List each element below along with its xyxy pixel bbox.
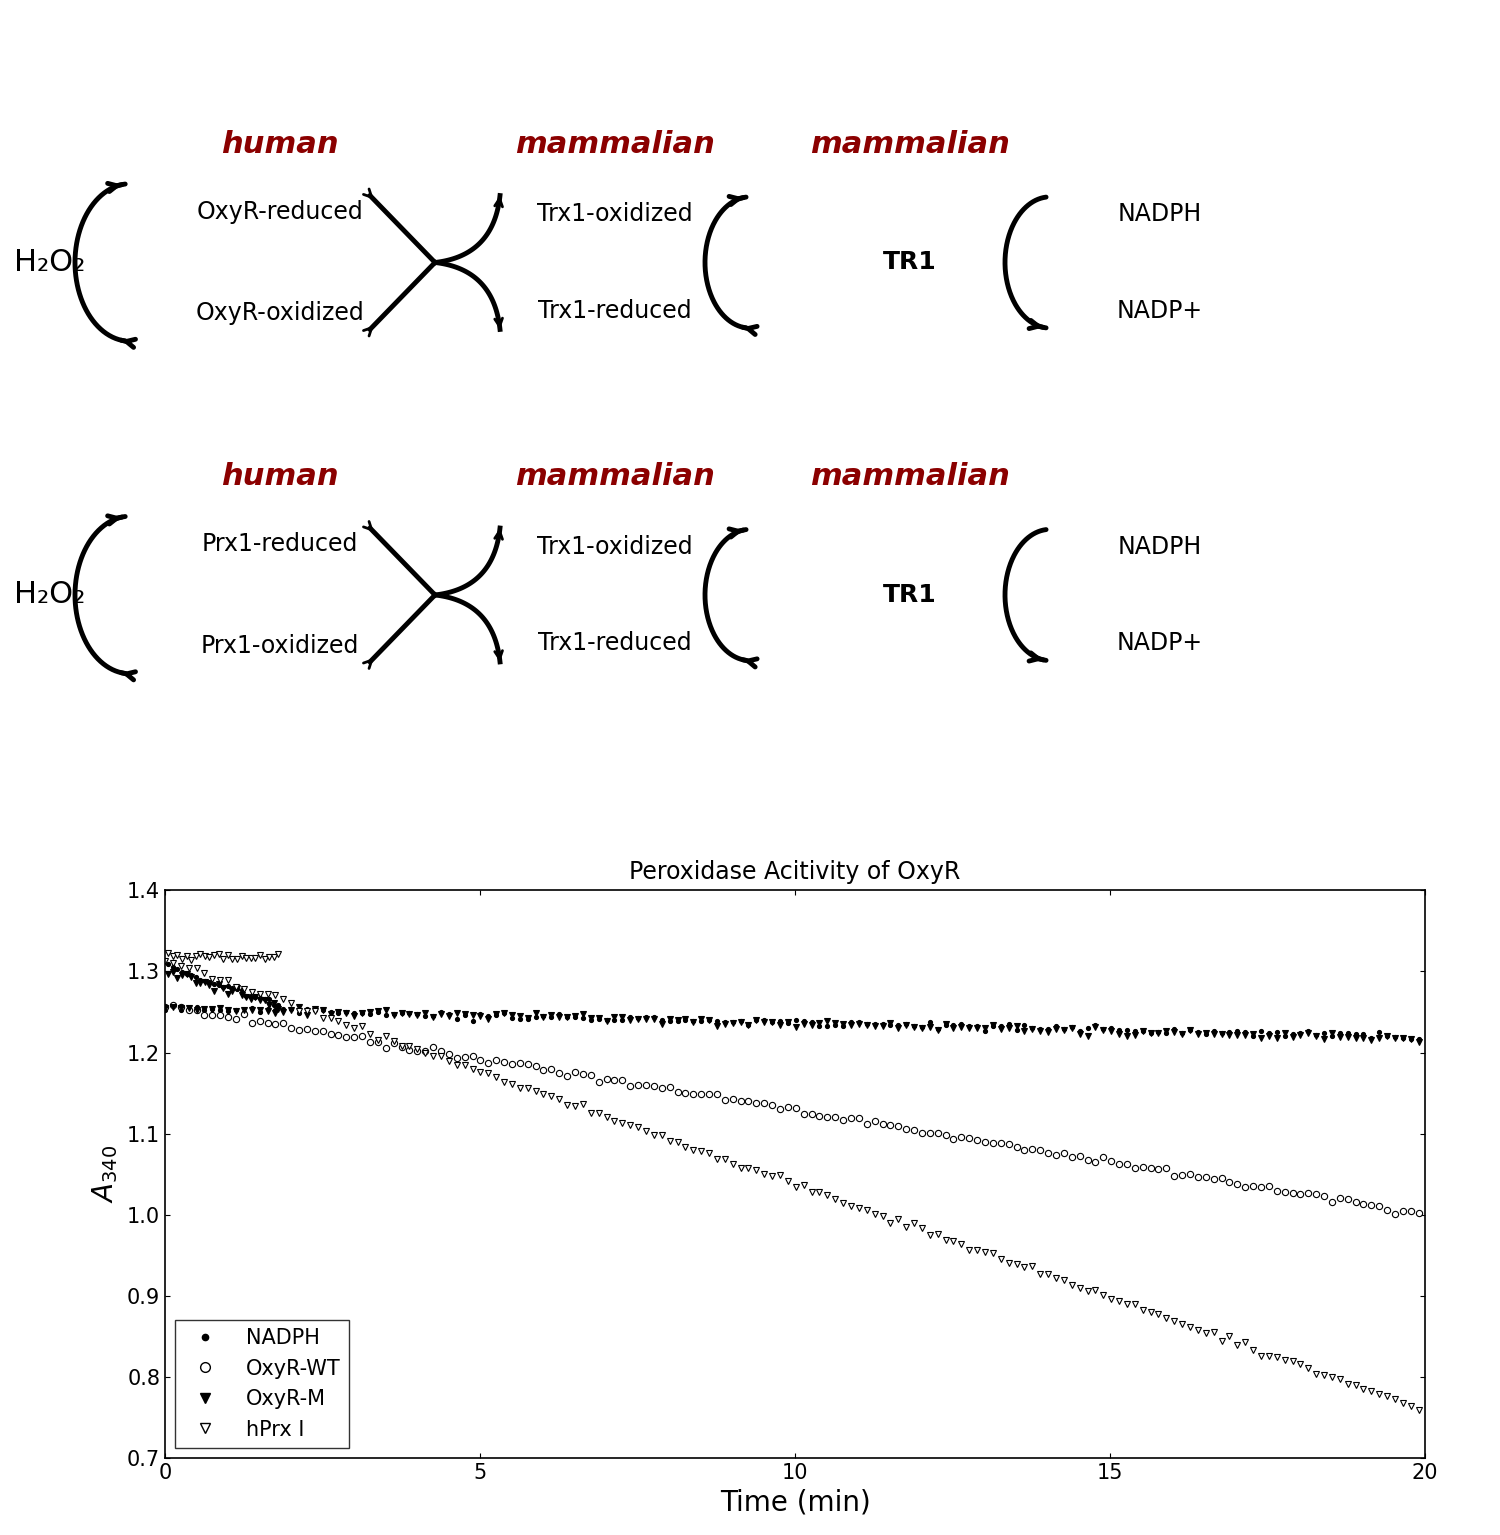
NADPH — [1402, 1030, 1420, 1048]
hPrx I — [1180, 1319, 1198, 1337]
NADPH — [1410, 1030, 1428, 1048]
Text: OxyR-reduced: OxyR-reduced — [196, 200, 363, 224]
Text: Prx1-reduced: Prx1-reduced — [202, 533, 358, 556]
Text: mammalian: mammalian — [514, 130, 715, 158]
NADPH — [1354, 1024, 1372, 1042]
Legend: NADPH, OxyR-WT, OxyR-M, hPrx I: NADPH, OxyR-WT, OxyR-M, hPrx I — [176, 1320, 350, 1448]
hPrx I — [408, 1041, 426, 1059]
Text: Trx1-reduced: Trx1-reduced — [538, 631, 692, 655]
X-axis label: Time (min): Time (min) — [720, 1489, 870, 1517]
OxyR-M — [1190, 1025, 1208, 1044]
Line: OxyR-M: OxyR-M — [162, 1004, 1422, 1045]
Text: Prx1-oxidized: Prx1-oxidized — [201, 634, 358, 657]
hPrx I — [1410, 1401, 1428, 1420]
OxyR-WT — [976, 1133, 994, 1151]
OxyR-WT — [1190, 1168, 1208, 1187]
Text: NADP+: NADP+ — [1118, 299, 1203, 322]
Y-axis label: $A_{340}$: $A_{340}$ — [90, 1145, 120, 1203]
Line: NADPH: NADPH — [160, 1001, 1422, 1044]
Text: TR1: TR1 — [884, 250, 938, 275]
Text: Trx1-reduced: Trx1-reduced — [538, 299, 692, 322]
hPrx I — [156, 952, 174, 970]
OxyR-WT — [1410, 1205, 1428, 1223]
Text: human: human — [220, 462, 339, 491]
OxyR-M — [156, 999, 174, 1018]
NADPH — [156, 1001, 174, 1019]
Text: mammalian: mammalian — [514, 462, 715, 491]
OxyR-WT — [858, 1114, 876, 1133]
Line: OxyR-WT: OxyR-WT — [162, 1002, 1422, 1217]
Text: H₂O₂: H₂O₂ — [15, 580, 86, 609]
OxyR-M — [519, 1008, 537, 1027]
hPrx I — [1347, 1375, 1365, 1394]
OxyR-M — [1410, 1033, 1428, 1051]
Text: TR1: TR1 — [884, 583, 938, 606]
OxyR-M — [858, 1016, 876, 1035]
hPrx I — [850, 1199, 868, 1217]
Text: OxyR-oxidized: OxyR-oxidized — [195, 301, 364, 325]
Text: Trx1-oxidized: Trx1-oxidized — [537, 203, 693, 226]
OxyR-WT — [164, 996, 182, 1015]
hPrx I — [968, 1242, 986, 1260]
NADPH — [976, 1021, 994, 1039]
OxyR-WT — [156, 998, 174, 1016]
Text: H₂O₂: H₂O₂ — [15, 249, 86, 276]
OxyR-M — [164, 998, 182, 1016]
Line: hPrx I: hPrx I — [162, 958, 1422, 1414]
OxyR-M — [1354, 1028, 1372, 1047]
OxyR-M — [416, 1004, 434, 1022]
NADPH — [416, 1007, 434, 1025]
OxyR-M — [976, 1019, 994, 1038]
OxyR-WT — [519, 1055, 537, 1073]
hPrx I — [512, 1079, 530, 1098]
Text: Trx1-oxidized: Trx1-oxidized — [537, 534, 693, 559]
OxyR-WT — [1386, 1205, 1404, 1223]
NADPH — [519, 1010, 537, 1028]
Text: mammalian: mammalian — [810, 130, 1010, 158]
Title: Peroxidase Acitivity of OxyR: Peroxidase Acitivity of OxyR — [630, 860, 960, 884]
NADPH — [164, 996, 182, 1015]
NADPH — [1190, 1022, 1208, 1041]
OxyR-WT — [416, 1042, 434, 1061]
OxyR-WT — [1354, 1194, 1372, 1213]
Text: NADPH: NADPH — [1118, 534, 1202, 559]
NADPH — [858, 1015, 876, 1033]
Text: human: human — [220, 130, 339, 158]
Text: NADP+: NADP+ — [1118, 631, 1203, 655]
Text: mammalian: mammalian — [810, 462, 1010, 491]
Text: NADPH: NADPH — [1118, 203, 1202, 226]
